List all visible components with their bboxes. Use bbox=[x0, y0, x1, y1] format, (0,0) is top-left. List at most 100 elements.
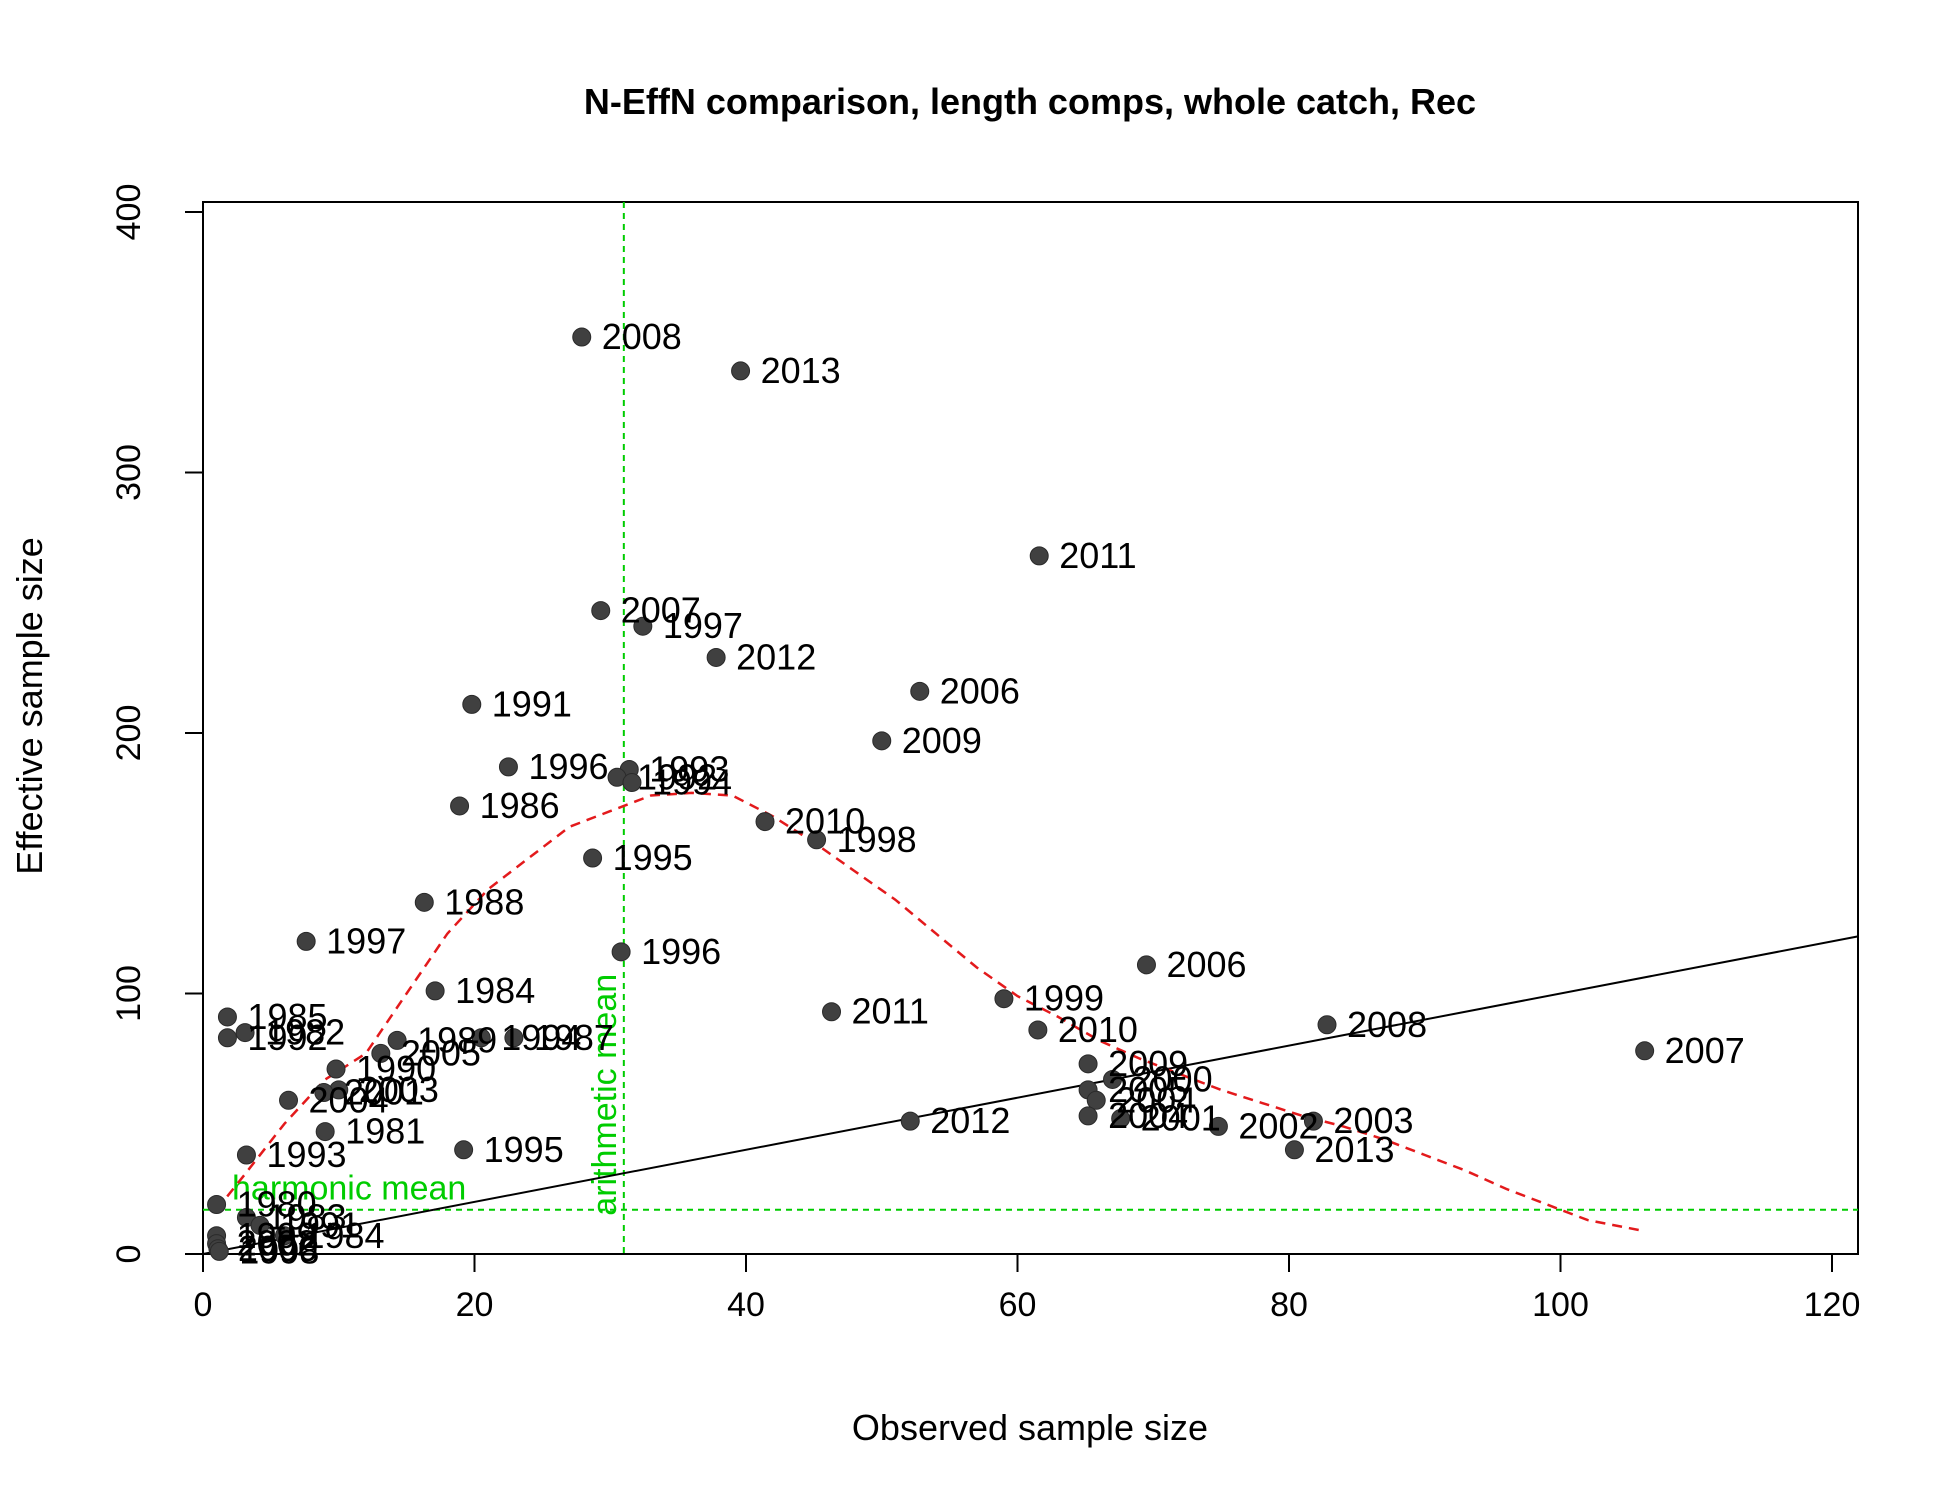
data-point bbox=[611, 942, 631, 962]
data-point-label: 2011 bbox=[852, 991, 929, 1032]
x-axis-label: Observed sample size bbox=[852, 1407, 1208, 1448]
data-point bbox=[498, 757, 518, 777]
data-point bbox=[755, 812, 775, 832]
data-point-label: 1989 bbox=[417, 1019, 497, 1060]
data-point bbox=[414, 892, 434, 912]
data-point-label: 1985 bbox=[247, 996, 327, 1037]
data-point-label: 1986 bbox=[480, 785, 560, 826]
data-point bbox=[622, 772, 642, 792]
data-point-label: 1980 bbox=[237, 1184, 317, 1225]
data-point-label: 2005 bbox=[1108, 1069, 1188, 1110]
data-point-label: 2006 bbox=[1166, 944, 1246, 985]
y-tick-label: 100 bbox=[110, 965, 148, 1022]
y-tick-label: 200 bbox=[110, 705, 148, 762]
data-point bbox=[591, 601, 611, 621]
data-point bbox=[279, 1090, 299, 1110]
data-point bbox=[706, 647, 726, 667]
data-point bbox=[217, 1028, 237, 1048]
data-point-label: 1993 bbox=[266, 1134, 346, 1175]
data-point-label: 2012 bbox=[736, 636, 816, 677]
x-tick-label: 80 bbox=[1270, 1286, 1308, 1324]
data-point-label: 1998 bbox=[239, 1230, 319, 1271]
data-point-label: 2008 bbox=[1347, 1004, 1427, 1045]
data-point bbox=[1078, 1106, 1098, 1126]
data-point bbox=[1635, 1041, 1655, 1061]
data-point-label: 1992 bbox=[247, 1017, 327, 1058]
data-point-label: 1999 bbox=[237, 1215, 317, 1256]
data-point-label: 1984 bbox=[304, 1215, 384, 1256]
data-point-label: 1998 bbox=[837, 819, 917, 860]
y-tick-label: 300 bbox=[110, 444, 148, 501]
data-point-label: 1997 bbox=[663, 605, 743, 646]
y-tick-label: 400 bbox=[110, 184, 148, 241]
reference-lines: harmonic mean arithmetic mean bbox=[202, 202, 1859, 1255]
data-point-label: 2008 bbox=[602, 316, 682, 357]
data-point-label: 2003 bbox=[359, 1069, 439, 1110]
data-point bbox=[250, 1215, 270, 1235]
data-point-label: 2012 bbox=[930, 1100, 1010, 1141]
data-point-label: 1982 bbox=[265, 1012, 345, 1053]
data-point-label: 1999 bbox=[1024, 978, 1104, 1019]
data-point bbox=[387, 1030, 407, 1050]
data-point bbox=[314, 1082, 334, 1102]
data-point bbox=[1284, 1140, 1304, 1160]
data-point bbox=[1078, 1054, 1098, 1074]
data-point bbox=[1317, 1015, 1337, 1035]
y-axis: 0 100 200 300 400 bbox=[110, 184, 204, 1263]
data-point bbox=[236, 1145, 256, 1165]
data-point bbox=[900, 1111, 920, 1131]
one-to-one-line bbox=[202, 935, 1859, 1255]
data-point-label: 2005 bbox=[401, 1032, 481, 1073]
data-point-label: 1990 bbox=[356, 1048, 436, 1089]
data-point bbox=[1111, 1109, 1131, 1129]
data-point-label: 2002 bbox=[1238, 1105, 1318, 1146]
data-point bbox=[217, 1007, 237, 1027]
data-point-label: 2001 bbox=[344, 1071, 424, 1112]
x-tick-label: 40 bbox=[727, 1286, 765, 1324]
x-axis: 0 20 40 60 80 100 120 bbox=[194, 1253, 1860, 1324]
data-point-label: 1996 bbox=[641, 931, 721, 972]
data-point-label: 2007 bbox=[621, 590, 701, 631]
data-point bbox=[1029, 546, 1049, 566]
data-point bbox=[633, 616, 653, 636]
data-point bbox=[1086, 1090, 1106, 1110]
data-point-label: 2004 bbox=[1116, 1079, 1196, 1120]
data-point-label: 2009 bbox=[902, 720, 982, 761]
data-point-label: 2007 bbox=[1665, 1030, 1745, 1071]
x-tick-label: 100 bbox=[1532, 1286, 1589, 1324]
data-point bbox=[462, 694, 482, 714]
data-point bbox=[1136, 955, 1156, 975]
data-point bbox=[872, 731, 892, 751]
data-point-label: 2013 bbox=[761, 350, 841, 391]
data-point bbox=[274, 1226, 294, 1246]
data-point-label: 1981 bbox=[345, 1111, 425, 1152]
data-point-label: 2009 bbox=[1108, 1043, 1188, 1084]
data-point bbox=[994, 989, 1014, 1009]
x-tick-label: 20 bbox=[456, 1286, 494, 1324]
data-point-label: 1988 bbox=[444, 881, 524, 922]
data-point-label: 2013 bbox=[1314, 1129, 1394, 1170]
data-point bbox=[326, 1059, 346, 1079]
data-point bbox=[296, 931, 316, 951]
data-point-label: 1983 bbox=[266, 1197, 346, 1238]
data-point-label: 2000 bbox=[1133, 1058, 1213, 1099]
data-point-label: 2000 bbox=[238, 1228, 318, 1269]
data-point bbox=[1103, 1069, 1123, 1089]
data-point bbox=[572, 327, 592, 347]
data-point-label: 1995 bbox=[613, 837, 693, 878]
data-point-label: 1991 bbox=[492, 683, 572, 724]
smoother-line bbox=[215, 791, 1643, 1232]
data-point-label: 2006 bbox=[940, 670, 1020, 711]
data-point-label: 1996 bbox=[528, 746, 608, 787]
data-point bbox=[450, 796, 470, 816]
data-point-label: 1997 bbox=[326, 920, 406, 961]
data-point-label: 1993 bbox=[649, 748, 729, 789]
data-point bbox=[504, 1028, 524, 1048]
data-point-labels: 2008201320112007199720122006199120091996… bbox=[237, 316, 1745, 1271]
data-point-label: 2004 bbox=[309, 1079, 389, 1120]
data-point bbox=[209, 1241, 229, 1261]
data-point bbox=[425, 981, 445, 1001]
data-point bbox=[235, 1023, 255, 1043]
data-point-label: 2002 bbox=[237, 1223, 317, 1264]
